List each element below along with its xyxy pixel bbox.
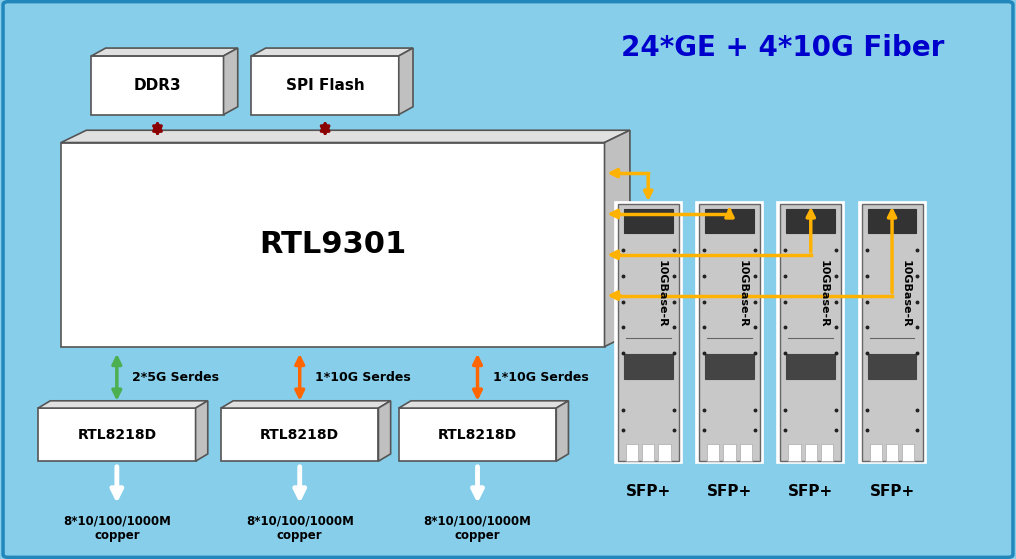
Polygon shape: [557, 401, 569, 461]
Polygon shape: [220, 408, 378, 461]
Text: 10GBase-R: 10GBase-R: [738, 260, 748, 327]
Polygon shape: [224, 48, 238, 115]
FancyBboxPatch shape: [740, 444, 752, 461]
FancyBboxPatch shape: [707, 444, 719, 461]
Text: SFP+: SFP+: [870, 485, 914, 499]
Text: 8*10/100/1000M
copper: 8*10/100/1000M copper: [424, 514, 531, 542]
FancyBboxPatch shape: [618, 204, 679, 461]
Text: SFP+: SFP+: [788, 485, 833, 499]
FancyBboxPatch shape: [780, 204, 841, 461]
Polygon shape: [605, 130, 630, 347]
FancyBboxPatch shape: [699, 204, 760, 461]
Polygon shape: [398, 48, 412, 115]
FancyBboxPatch shape: [658, 444, 671, 461]
Text: 24*GE + 4*10G Fiber: 24*GE + 4*10G Fiber: [621, 34, 944, 61]
Polygon shape: [398, 408, 557, 461]
FancyBboxPatch shape: [788, 444, 801, 461]
Polygon shape: [195, 401, 208, 461]
FancyBboxPatch shape: [615, 202, 682, 463]
FancyBboxPatch shape: [805, 444, 817, 461]
FancyBboxPatch shape: [786, 209, 835, 233]
Text: RTL8218D: RTL8218D: [260, 428, 339, 442]
Polygon shape: [61, 130, 630, 143]
Polygon shape: [91, 48, 238, 56]
FancyBboxPatch shape: [624, 354, 673, 379]
FancyBboxPatch shape: [870, 444, 882, 461]
Text: 2*5G Serdes: 2*5G Serdes: [132, 371, 219, 384]
FancyBboxPatch shape: [786, 354, 835, 379]
Text: 1*10G Serdes: 1*10G Serdes: [315, 371, 410, 384]
FancyBboxPatch shape: [902, 444, 914, 461]
FancyBboxPatch shape: [696, 202, 763, 463]
FancyBboxPatch shape: [777, 202, 844, 463]
FancyBboxPatch shape: [886, 444, 898, 461]
Text: 8*10/100/1000M
copper: 8*10/100/1000M copper: [63, 514, 171, 542]
FancyBboxPatch shape: [705, 209, 754, 233]
Text: DDR3: DDR3: [134, 78, 181, 93]
Polygon shape: [378, 401, 390, 461]
Text: SFP+: SFP+: [707, 485, 752, 499]
Polygon shape: [39, 401, 208, 408]
Polygon shape: [252, 48, 412, 56]
Polygon shape: [61, 143, 605, 347]
FancyBboxPatch shape: [868, 354, 916, 379]
Text: RTL8218D: RTL8218D: [438, 428, 517, 442]
FancyBboxPatch shape: [859, 202, 926, 463]
FancyBboxPatch shape: [626, 444, 638, 461]
Polygon shape: [398, 401, 569, 408]
FancyBboxPatch shape: [624, 209, 673, 233]
Text: 1*10G Serdes: 1*10G Serdes: [493, 371, 588, 384]
FancyBboxPatch shape: [723, 444, 736, 461]
FancyBboxPatch shape: [868, 209, 916, 233]
Text: RTL9301: RTL9301: [259, 230, 406, 259]
FancyBboxPatch shape: [862, 204, 923, 461]
Text: 10GBase-R: 10GBase-R: [656, 260, 666, 327]
FancyBboxPatch shape: [705, 354, 754, 379]
Text: RTL8218D: RTL8218D: [77, 428, 156, 442]
FancyBboxPatch shape: [821, 444, 833, 461]
Text: SPI Flash: SPI Flash: [285, 78, 365, 93]
Polygon shape: [91, 56, 224, 115]
Text: SFP+: SFP+: [626, 485, 671, 499]
FancyBboxPatch shape: [642, 444, 654, 461]
Text: 8*10/100/1000M
copper: 8*10/100/1000M copper: [246, 514, 354, 542]
Text: 10GBase-R: 10GBase-R: [900, 260, 910, 327]
Polygon shape: [39, 408, 195, 461]
Polygon shape: [220, 401, 390, 408]
Polygon shape: [252, 56, 398, 115]
Text: 10GBase-R: 10GBase-R: [819, 260, 829, 327]
